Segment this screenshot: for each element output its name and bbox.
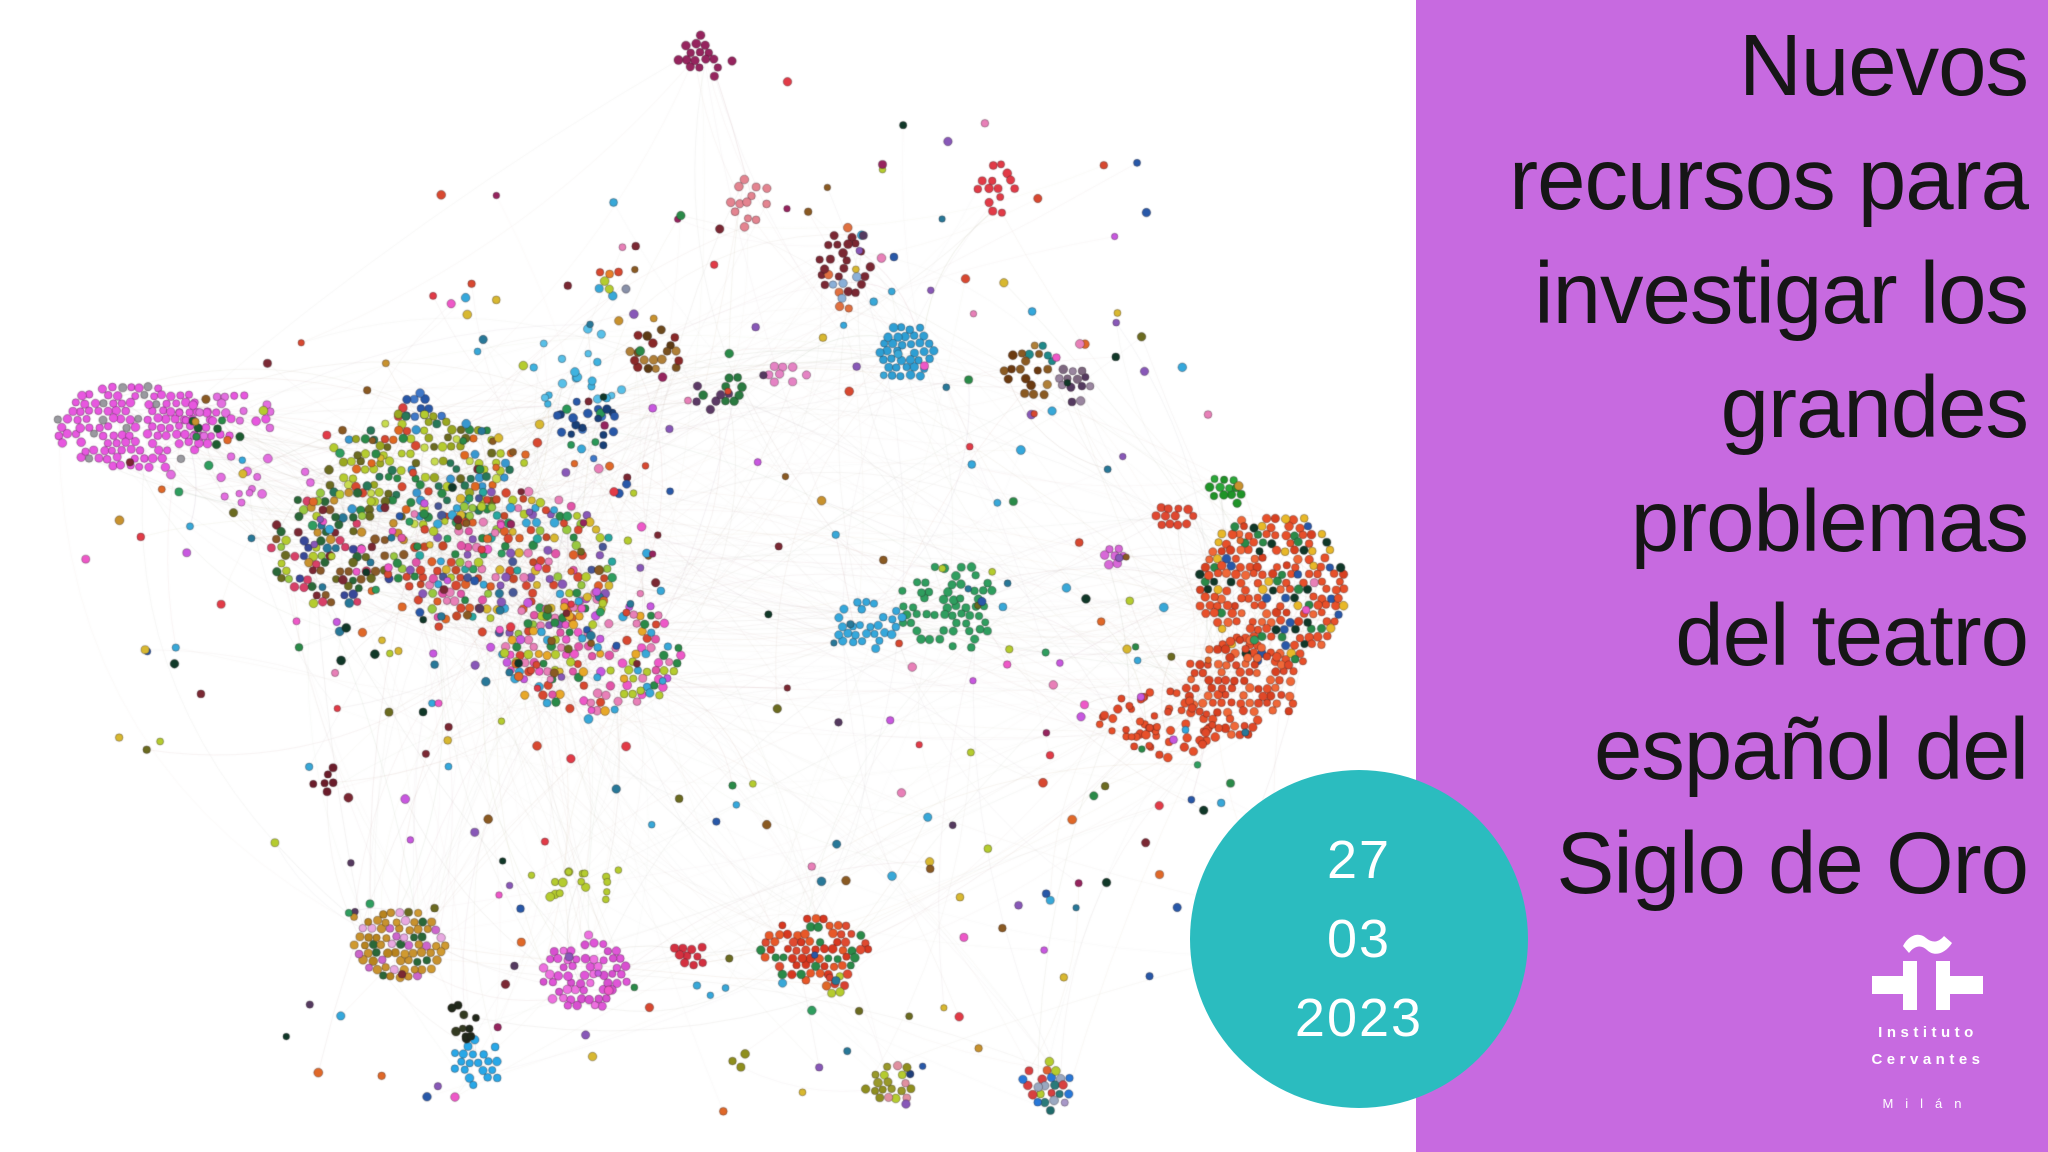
- date-badge: 27 03 2023: [1190, 770, 1528, 1108]
- logo-line-instituto: Instituto: [1878, 1024, 1978, 1041]
- title-line: español del: [1593, 701, 2029, 798]
- logo-line-cervantes: Cervantes: [1871, 1051, 1985, 1068]
- date-day: 27: [1326, 829, 1392, 890]
- title-line: Nuevos: [1739, 17, 2029, 114]
- title-line: del teatro: [1675, 587, 2029, 684]
- title-line: Siglo de Oro: [1556, 815, 2029, 912]
- date-month: 03: [1326, 908, 1392, 969]
- title-line: problemas: [1630, 473, 2029, 570]
- title-line: grandes: [1720, 359, 2029, 456]
- network-graph: [0, 0, 1416, 1152]
- title-line: investigar los: [1534, 245, 2029, 342]
- date-year: 2023: [1294, 987, 1424, 1048]
- cervantes-enye-icon: [1872, 934, 1983, 1010]
- instituto-cervantes-logo: Instituto Cervantes Milán: [1844, 934, 2012, 1111]
- logo-city: Milán: [1882, 1096, 1974, 1111]
- title-line: recursos para: [1509, 131, 2029, 228]
- page-title: Nuevos recursos para investigar los gran…: [1328, 9, 2029, 921]
- title-panel: Nuevos recursos para investigar los gran…: [1416, 0, 2048, 1152]
